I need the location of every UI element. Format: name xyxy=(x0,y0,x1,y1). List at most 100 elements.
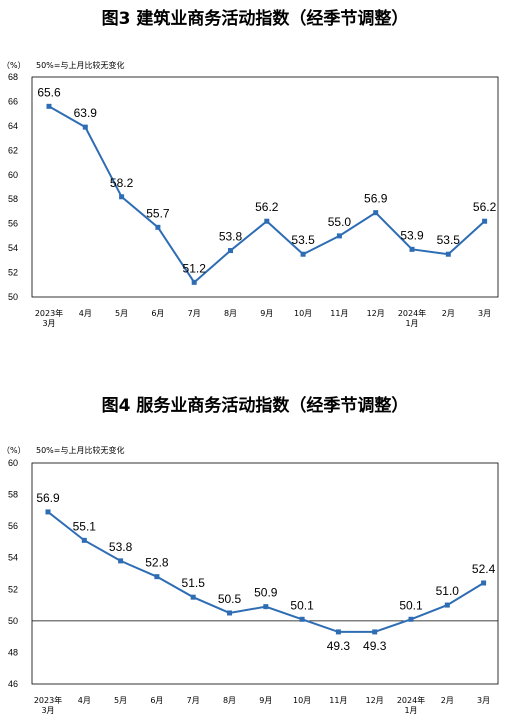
chart-services: 图4 服务业商务活动指数（经季节调整） （%） 50%=与上月比较无变化 464… xyxy=(2,395,499,715)
y-tick-label: 60 xyxy=(8,458,18,468)
data-label: 51.0 xyxy=(436,584,460,598)
x-tick-label: 11月 xyxy=(329,696,347,705)
x-tick-label: 2月 xyxy=(442,309,455,318)
data-point xyxy=(482,218,488,224)
data-point xyxy=(264,218,270,224)
data-point xyxy=(154,574,160,580)
data-point xyxy=(46,103,52,109)
x-tick-label: 12月 xyxy=(367,309,385,318)
data-point xyxy=(373,210,379,216)
series-line xyxy=(47,511,485,633)
unit-label: （%） xyxy=(2,61,26,70)
data-label: 49.3 xyxy=(327,639,351,653)
y-tick-label: 56 xyxy=(8,521,18,531)
x-tick-label: 2023年 3月 xyxy=(35,308,63,328)
x-axis: 2023年 3月 4月 5月 6月 7月 8月 9月 10月 11月 12月 2024年 1月 2月 3月 xyxy=(34,695,490,715)
data-point xyxy=(45,509,51,515)
y-tick-label: 50 xyxy=(8,292,18,302)
data-label: 51.2 xyxy=(183,261,207,275)
x-tick-label: 4月 xyxy=(78,696,91,705)
y-tick-label: 60 xyxy=(8,170,18,180)
data-label: 53.8 xyxy=(109,540,133,554)
data-label: 53.5 xyxy=(437,233,461,247)
data-point xyxy=(408,616,414,622)
y-tick-label: 54 xyxy=(8,553,18,563)
data-point xyxy=(190,594,196,600)
data-label: 53.5 xyxy=(291,233,315,247)
x-tick-label: 6月 xyxy=(151,309,164,318)
x-tick-label: 10月 xyxy=(293,696,311,705)
y-tick-label: 52 xyxy=(8,584,18,594)
x-tick-label: 2024年 1月 xyxy=(398,308,426,328)
x-tick-label: 10月 xyxy=(294,309,312,318)
data-point xyxy=(444,602,450,608)
x-tick-label: 12月 xyxy=(366,696,384,705)
x-tick-label: 9月 xyxy=(260,309,273,318)
data-label: 50.9 xyxy=(254,586,278,600)
data-label: 52.8 xyxy=(145,556,169,570)
y-tick-label: 68 xyxy=(8,72,18,82)
data-label: 56.9 xyxy=(36,491,60,505)
data-label: 52.4 xyxy=(472,562,496,576)
data-point xyxy=(155,224,161,230)
x-tick-label: 6月 xyxy=(150,696,163,705)
y-tick-label: 54 xyxy=(8,243,18,253)
x-tick-label: 5月 xyxy=(115,309,128,318)
series: 65.6 63.9 58.2 55.7 51.2 53.8 56.2 53.5 55.0 56.9… xyxy=(37,85,497,285)
series-line xyxy=(48,105,486,284)
data-point xyxy=(481,580,487,586)
x-tick-label: 7月 xyxy=(188,309,201,318)
y-tick-label: 64 xyxy=(8,121,18,131)
y-tick-label: 58 xyxy=(8,194,18,204)
x-tick-label: 2月 xyxy=(441,696,454,705)
data-label: 50.1 xyxy=(399,598,423,612)
x-tick-label: 5月 xyxy=(114,696,127,705)
y-tick-label: 58 xyxy=(8,490,18,500)
x-tick-label: 7月 xyxy=(187,696,200,705)
data-point xyxy=(299,616,305,622)
x-tick-label: 11月 xyxy=(330,309,348,318)
x-tick-label: 2024年 1月 xyxy=(397,695,425,715)
y-tick-label: 62 xyxy=(8,145,18,155)
chart-title: 图3 建筑业商务活动指数（经季节调整） xyxy=(102,8,409,29)
plot-frame xyxy=(31,462,499,685)
data-label: 55.7 xyxy=(146,206,170,220)
note-label: 50%=与上月比较无变化 xyxy=(36,60,124,70)
data-point xyxy=(81,537,87,543)
y-axis: 50 52 54 56 58 60 62 64 66 68 xyxy=(8,72,18,302)
y-tick-label: 50 xyxy=(8,616,18,626)
data-point xyxy=(409,246,415,252)
data-label: 56.2 xyxy=(473,200,497,214)
x-tick-label: 8月 xyxy=(223,696,236,705)
data-point xyxy=(335,629,341,635)
y-tick-label: 66 xyxy=(8,96,18,106)
y-tick-label: 48 xyxy=(8,647,18,657)
data-point xyxy=(336,233,342,239)
series: 56.9 55.1 53.8 52.8 51.5 50.5 50.9 50.1 49.3 49.3… xyxy=(36,491,495,653)
data-point xyxy=(82,124,88,130)
data-point xyxy=(118,558,124,564)
data-label: 51.5 xyxy=(182,576,206,590)
data-label: 50.5 xyxy=(218,592,242,606)
data-label: 53.9 xyxy=(400,228,424,242)
data-label: 56.9 xyxy=(364,192,388,206)
data-label: 65.6 xyxy=(37,85,61,99)
x-axis: 2023年 3月 4月 5月 6月 7月 8月 9月 10月 11月 12月 2024年 1月 2月 3月 xyxy=(35,308,491,328)
data-label: 55.1 xyxy=(73,519,97,533)
data-label: 58.2 xyxy=(110,176,134,190)
data-point xyxy=(191,279,197,285)
data-label: 56.2 xyxy=(255,200,279,214)
data-point xyxy=(227,610,232,616)
x-tick-label: 4月 xyxy=(79,309,92,318)
data-point xyxy=(228,248,233,254)
note-label: 50%=与上月比较无变化 xyxy=(36,445,124,455)
y-tick-label: 52 xyxy=(8,268,18,278)
x-tick-label: 3月 xyxy=(478,309,491,318)
plot-frame xyxy=(31,76,499,298)
data-point xyxy=(263,604,269,610)
y-tick-label: 46 xyxy=(8,679,18,689)
data-label: 55.0 xyxy=(328,215,352,229)
x-tick-label: 8月 xyxy=(224,309,237,318)
data-point xyxy=(372,629,378,635)
